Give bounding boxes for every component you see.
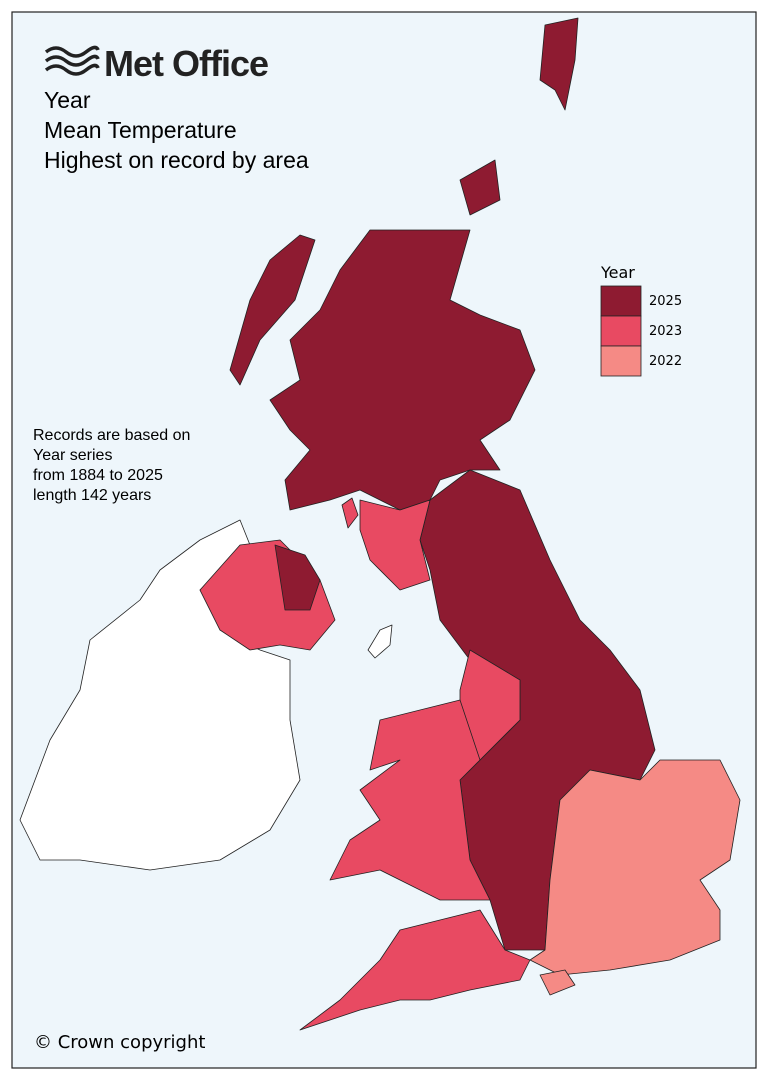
legend: 2025 2023 2022: [600, 285, 682, 377]
cumbria: [359, 499, 431, 591]
arran: [341, 497, 359, 529]
legend-label: 2025: [649, 294, 682, 309]
legend-swatch: [600, 345, 642, 377]
logo-icon: [44, 45, 100, 76]
legend-swatch: [600, 285, 642, 317]
note-line: Year series: [33, 447, 112, 464]
isle-of-wight: [539, 969, 576, 996]
scotland: [269, 229, 536, 511]
legend-label: 2023: [649, 324, 682, 339]
isle-of-man: [367, 624, 393, 659]
title-line: Highest on record by area: [44, 147, 309, 173]
note-line: Records are based on: [33, 427, 190, 444]
legend-title: Year: [600, 263, 635, 282]
wales: [329, 699, 491, 901]
note-line: from 1884 to 2025: [33, 467, 163, 484]
shetland: [539, 17, 579, 111]
legend-swatch: [600, 315, 642, 347]
title-line: Year: [44, 87, 91, 113]
orkney: [459, 159, 501, 216]
title-line: Mean Temperature: [44, 117, 237, 143]
south-east-england: [529, 759, 741, 976]
antrim: [274, 544, 321, 611]
brand: Met Office: [104, 43, 268, 84]
note-line: length 142 years: [33, 487, 151, 504]
copyright: © Crown copyright: [34, 1032, 205, 1053]
outer-hebrides: [229, 234, 316, 386]
legend-label: 2022: [649, 354, 682, 369]
